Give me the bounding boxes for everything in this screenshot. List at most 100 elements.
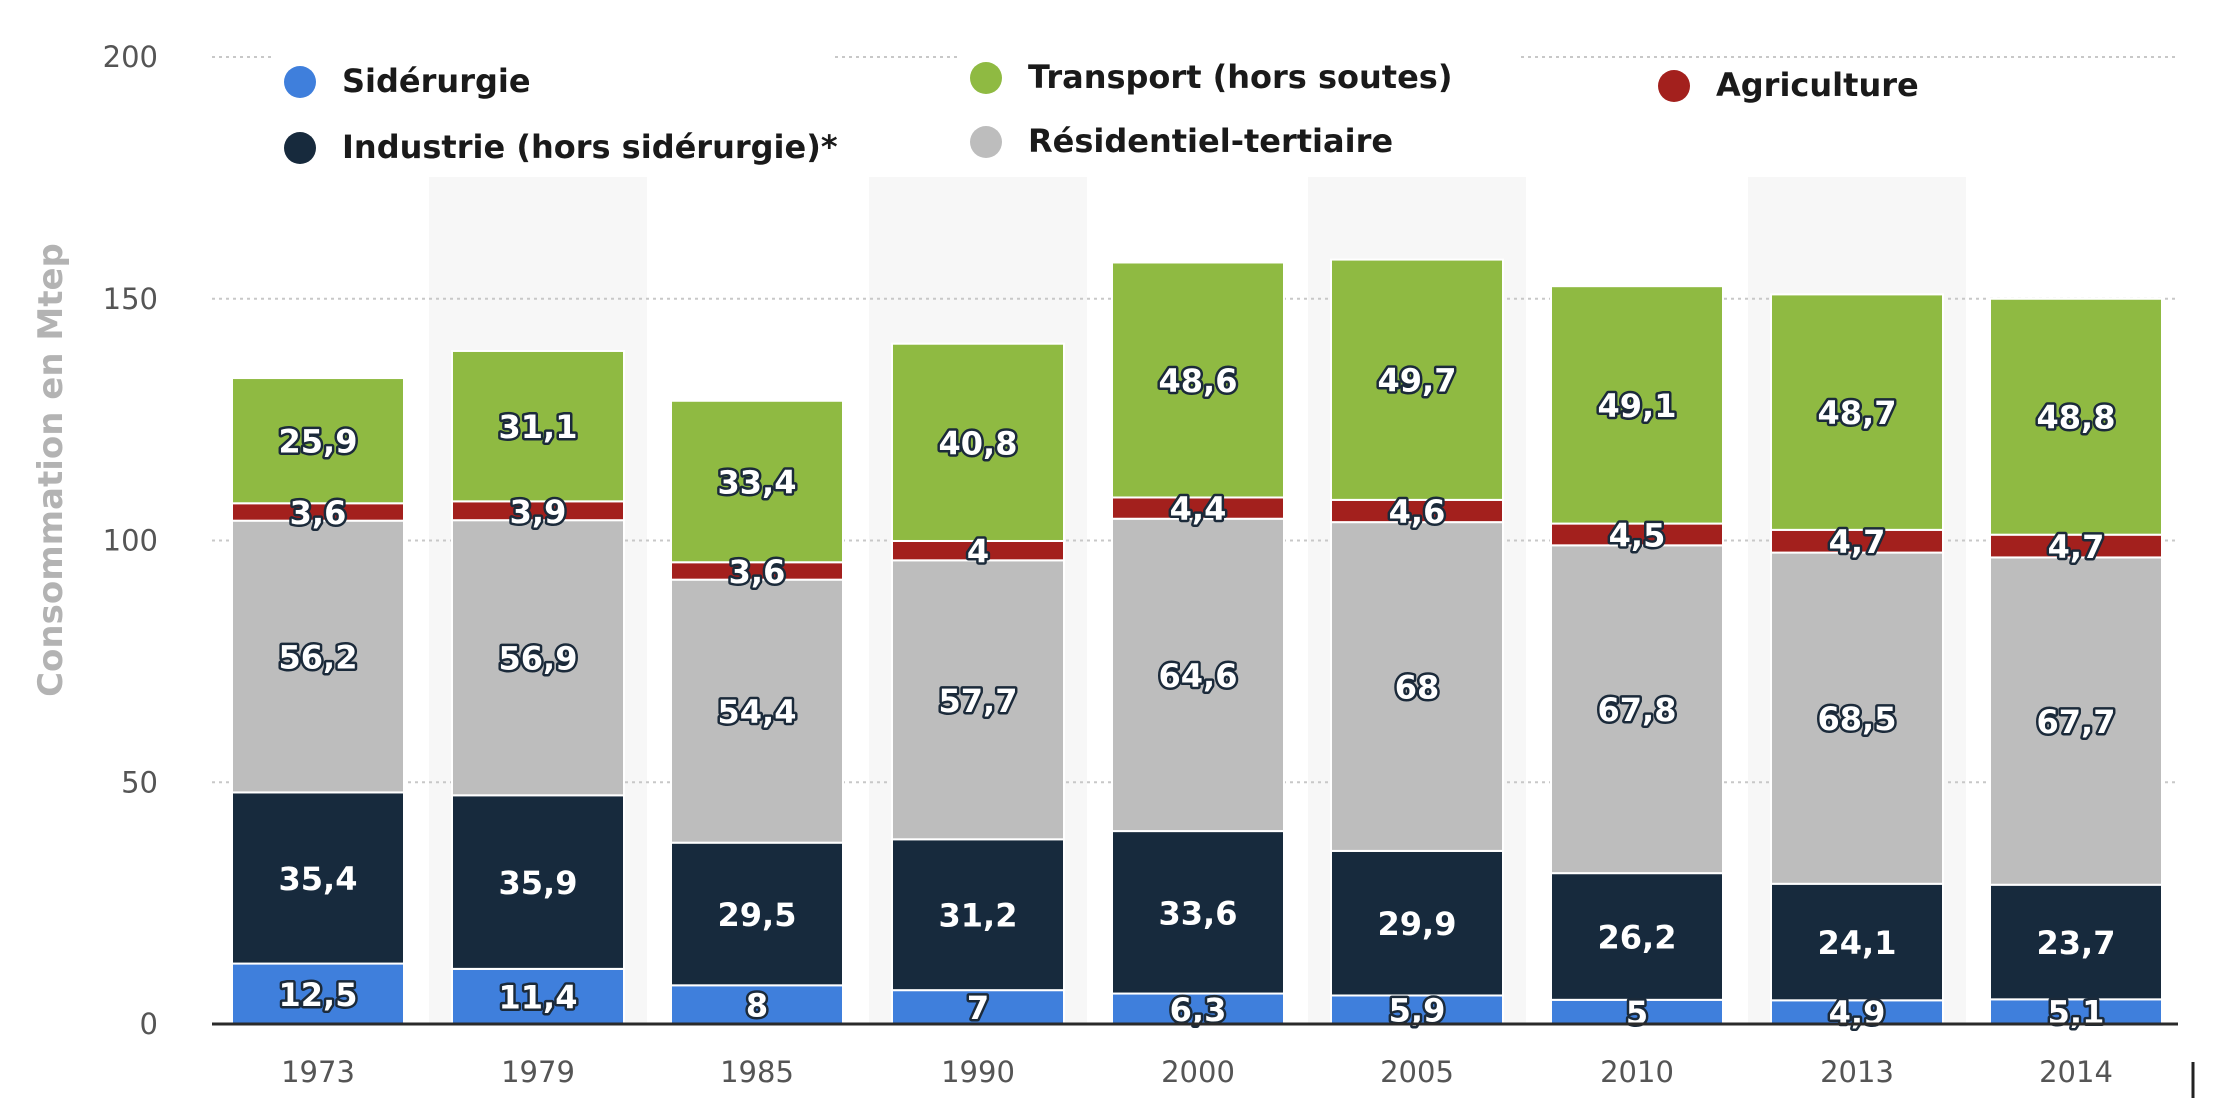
value-label: 4,9 [1829,994,1886,1032]
bar-1990-2 [891,559,1065,841]
y-tick-label: 0 [140,1007,158,1041]
legend-marker [970,62,1002,94]
value-label: 68,5 [1818,700,1897,738]
value-label: 56,2 [279,639,358,677]
x-tick-label: 2000 [1161,1055,1235,1089]
value-label: 26,2 [1598,918,1677,956]
bar-2010-4 [1550,285,1724,525]
value-label: 56,9 [499,640,578,678]
legend-marker [1658,70,1690,102]
bar-2014-1 [1989,883,2163,1001]
legend-label: Agriculture [1716,66,1919,104]
bar-2014-2 [1989,556,2163,886]
bar-1985-4 [670,399,844,564]
bar-1990-0 [891,989,1065,1026]
bar-2005-2 [1330,521,1504,852]
legend-marker [970,126,1002,158]
value-label: 33,4 [718,464,797,502]
bar-1979-1 [451,794,625,970]
y-tick-label: 200 [103,40,158,74]
value-label: 5,1 [2048,994,2105,1032]
bar-2013-4 [1770,293,1944,531]
bar-2010-2 [1550,544,1724,875]
value-label: 33,6 [1159,894,1238,932]
value-label: 40,8 [939,424,1018,462]
value-label: 29,9 [1378,905,1457,943]
x-tick-label: 1990 [941,1055,1015,1089]
x-tick-label: 2013 [1820,1055,1894,1089]
value-label: 35,4 [279,860,358,898]
bar-1979-2 [451,519,625,797]
value-label: 8 [746,987,768,1025]
x-tick-label: 2005 [1380,1055,1454,1089]
bar-2000-0 [1111,992,1285,1025]
value-label: 31,2 [939,897,1018,935]
bar-2000-4 [1111,261,1285,499]
bar-1985-2 [670,578,844,844]
x-tick-label: 2014 [2039,1055,2113,1089]
legend-bg [272,56,832,108]
legend-bg [272,122,832,174]
value-label: 57,7 [939,682,1018,720]
value-label: 54,4 [718,693,797,731]
x-tick-label: 1979 [501,1055,575,1089]
value-label: 3,6 [290,494,347,532]
bar-1973-0 [231,962,405,1025]
y-tick-label: 100 [103,524,158,558]
value-label: 48,6 [1159,362,1238,400]
value-label: 11,4 [499,978,578,1016]
value-label: 67,7 [2037,703,2116,741]
legend-marker [284,66,316,98]
value-label: 68 [1395,669,1440,707]
value-label: 49,7 [1378,362,1457,400]
bar-1973-4 [231,377,405,505]
bar-2000-1 [1111,830,1285,995]
value-label: 48,8 [2037,399,2116,437]
value-label: 4 [967,533,989,571]
value-label: 4,7 [2048,528,2105,566]
bar-2005-4 [1330,258,1504,501]
y-axis-ticks: 0 50 100 150 200 [103,40,158,1041]
value-label: 3,9 [510,493,567,531]
value-label: 67,8 [1598,691,1677,729]
legend-label: Résidentiel-tertiaire [1028,122,1393,160]
y-tick-label: 50 [121,765,158,799]
legend-bg [958,52,1518,104]
value-label: 3,6 [729,553,786,591]
legend-label: Transport (hors soutes) [1028,58,1452,96]
value-label: 49,1 [1598,387,1677,425]
x-tick-label: 2010 [1600,1055,1674,1089]
bar-1990-4 [891,342,1065,542]
value-label: 31,1 [499,408,578,446]
value-labels: 12,5 35,4 56,2 3,6 25,9 11,4 35,9 56,9 3,9 31,1 8 2… [276,359,2118,1034]
value-label: 35,9 [499,864,578,902]
bar-2013-1 [1770,882,1944,1002]
x-tick-label: 1973 [281,1055,355,1089]
bar-1979-4 [451,349,625,503]
legend-marker [284,132,316,164]
bar-1990-1 [891,838,1065,992]
x-tick-label: 1985 [720,1055,794,1089]
bar-2014-4 [1989,297,2163,536]
value-label: 23,7 [2037,924,2116,962]
bar-1985-1 [670,841,844,987]
bar-2000-2 [1111,517,1285,833]
value-label: 24,1 [1818,924,1897,962]
bar-1973-2 [231,519,405,794]
bar-2005-1 [1330,849,1504,997]
value-label: 29,5 [718,896,797,934]
value-label: 12,5 [279,976,358,1014]
bar-2013-2 [1770,551,1944,885]
y-tick-label: 150 [103,282,158,316]
value-label: 4,4 [1170,490,1227,528]
bar-2010-1 [1550,872,1724,1001]
legend-bg [958,116,1518,168]
y-axis-label: Consommation en Mtep [31,243,71,697]
value-label: 4,7 [1829,523,1886,561]
value-label: 64,6 [1159,657,1238,695]
value-label: 5 [1626,994,1648,1032]
x-axis-ticks: 1973 1979 1985 1990 2000 2005 2010 2013 2014 [281,1055,2113,1089]
value-label: 7 [967,989,989,1027]
bars [231,258,2163,1026]
